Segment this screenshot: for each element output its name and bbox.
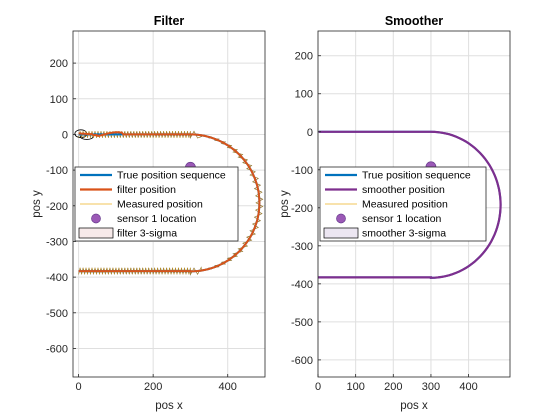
- legend-label: filter 3-sigma: [117, 228, 177, 240]
- y-tick-label: 200: [50, 58, 68, 70]
- y-tick-label: -300: [291, 241, 313, 253]
- smoother-title: Smoother: [385, 14, 443, 28]
- x-tick-label: 100: [346, 381, 364, 393]
- smoother-position-line: [318, 130, 502, 279]
- legend-label: Measured position: [362, 199, 448, 211]
- filter-position-line: [78, 131, 261, 273]
- y-tick-label: -200: [46, 201, 68, 213]
- legend-label: sensor 1 location: [362, 213, 442, 225]
- y-tick-label: -400: [291, 279, 313, 291]
- x-tick-label: 400: [459, 381, 477, 393]
- legend-label: True position sequence: [362, 170, 471, 182]
- x-tick-label: 400: [219, 381, 237, 393]
- legend-label: smoother position: [362, 184, 445, 196]
- y-tick-label: -400: [46, 272, 68, 284]
- filter-legend: True position sequence filter position Mea…: [74, 166, 239, 242]
- legend-label: filter position: [117, 184, 176, 196]
- filter-title: Filter: [154, 14, 185, 28]
- smoother-ticks: 0 100 200 300 400 200 100 0 -100 -200 -300 -400 -500…: [291, 51, 478, 393]
- y-tick-label: 0: [62, 129, 68, 141]
- y-tick-label: -600: [291, 355, 313, 367]
- x-tick-label: 300: [422, 381, 440, 393]
- smoother-xlabel: pos x: [400, 400, 428, 412]
- filter-axes: 0 200 400 200 100 0 -100 -200 -300 -400 -500 -600 F…: [31, 14, 266, 412]
- y-tick-label: -300: [46, 236, 68, 248]
- legend-label: smoother 3-sigma: [362, 228, 446, 240]
- legend-label: Measured position: [117, 199, 203, 211]
- y-tick-label: 200: [295, 51, 313, 63]
- y-tick-label: 100: [295, 89, 313, 101]
- x-tick-label: 200: [144, 381, 162, 393]
- filter-ticks: 0 200 400 200 100 0 -100 -200 -300 -400 -500 -600: [46, 58, 237, 393]
- legend-patch-swatch: [78, 227, 114, 239]
- legend-marker-swatch: [91, 213, 101, 224]
- legend-label: True position sequence: [117, 170, 226, 182]
- legend-label: sensor 1 location: [117, 213, 197, 225]
- y-tick-label: 100: [50, 94, 68, 106]
- filter-ylabel: pos y: [31, 190, 43, 218]
- smoother-ylabel: pos y: [279, 190, 291, 218]
- legend-patch-swatch: [323, 227, 359, 239]
- y-tick-label: -500: [46, 308, 68, 320]
- y-tick-label: -600: [46, 343, 68, 355]
- legend-marker-swatch: [336, 213, 346, 224]
- smoother-axes-frame: [317, 30, 511, 378]
- filter-xlabel: pos x: [155, 400, 183, 412]
- filter-axes-frame: [72, 30, 266, 378]
- y-tick-label: -100: [291, 165, 313, 177]
- y-tick-label: 0: [307, 127, 313, 139]
- measured-position-line: [78, 130, 264, 276]
- smoother-legend: True position sequence smoother position M…: [319, 166, 487, 242]
- x-tick-label: 0: [315, 381, 321, 393]
- y-tick-label: -200: [291, 203, 313, 215]
- smoother-axes: 0 100 200 300 400 200 100 0 -100 -200 -300 -400 -500…: [279, 14, 511, 412]
- x-tick-label: 0: [76, 381, 82, 393]
- y-tick-label: -100: [46, 165, 68, 177]
- y-tick-label: -500: [291, 317, 313, 329]
- x-tick-label: 200: [384, 381, 402, 393]
